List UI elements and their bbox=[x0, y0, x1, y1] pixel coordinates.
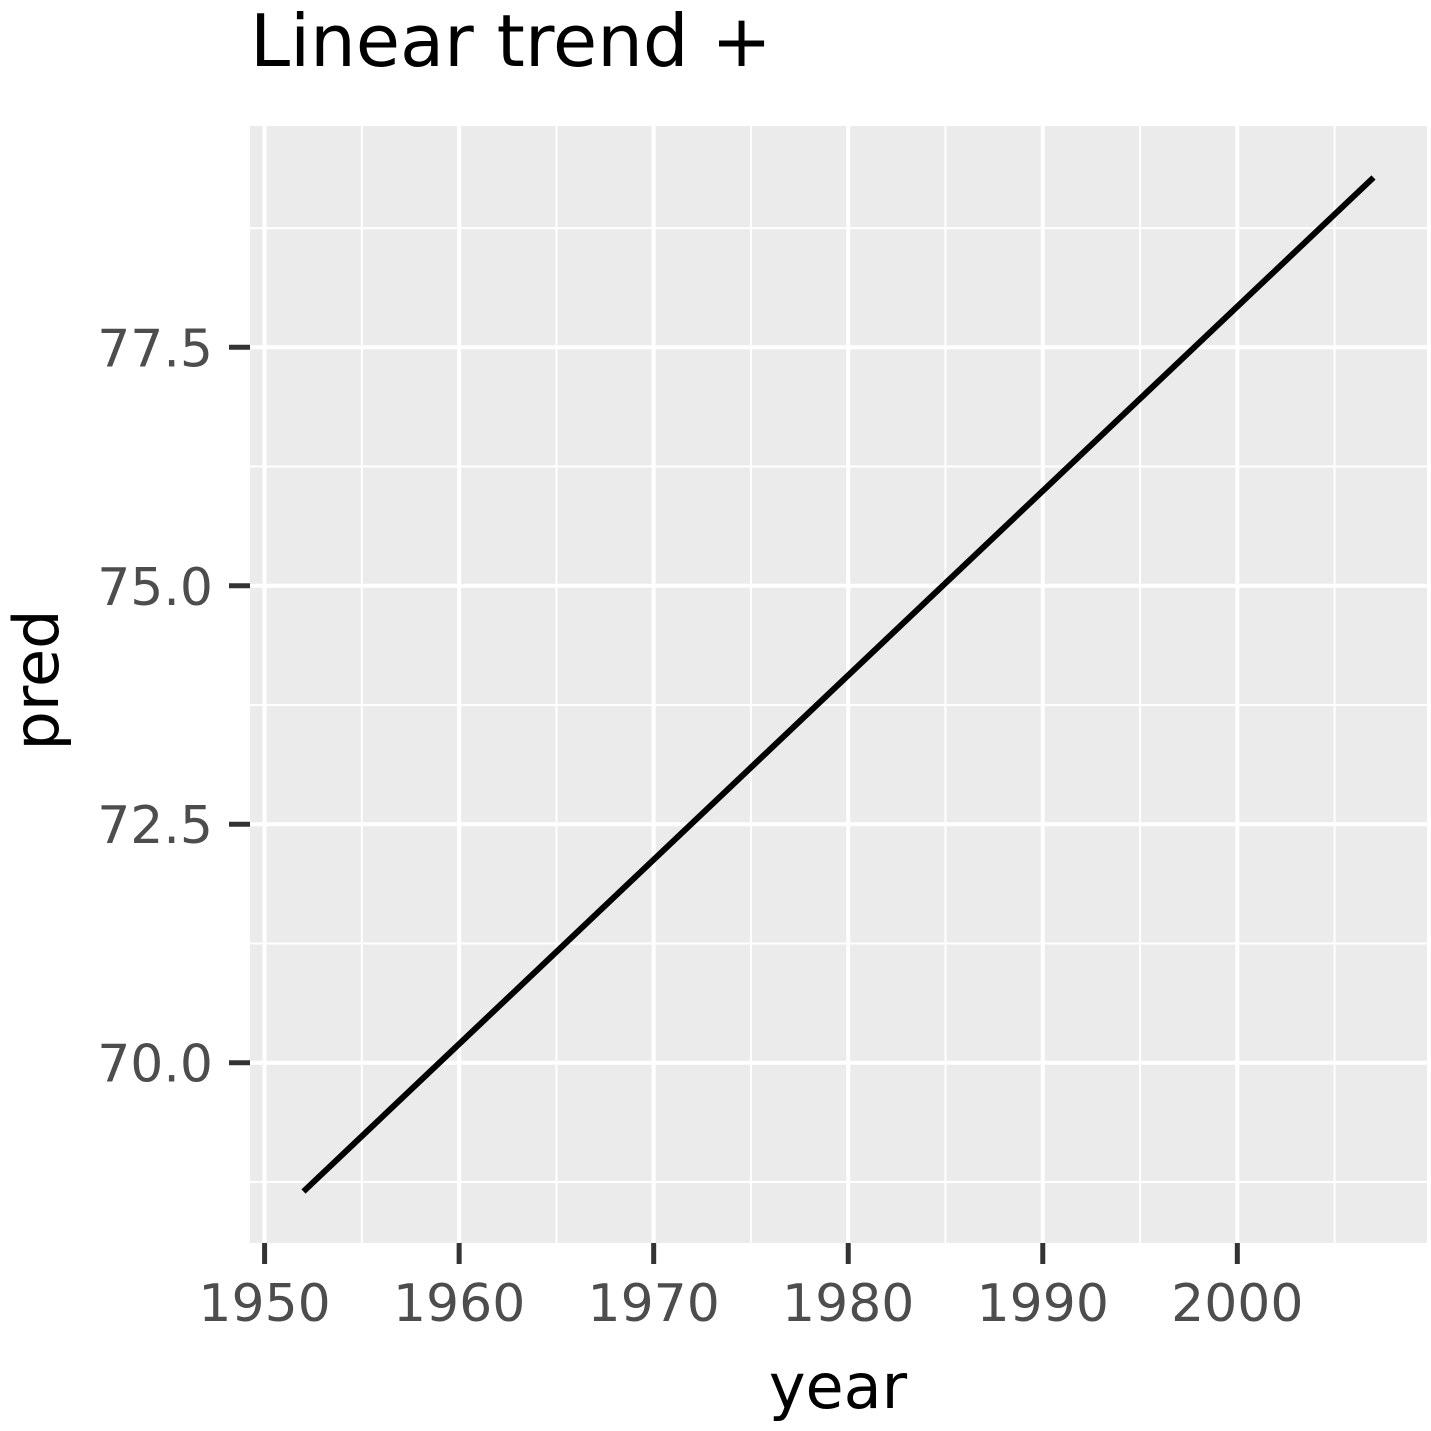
y-tick-label: 70.0 bbox=[97, 1035, 213, 1095]
y-tick-label: 75.0 bbox=[97, 558, 213, 618]
x-tick-label: 1970 bbox=[588, 1274, 720, 1334]
data-series bbox=[301, 175, 1376, 1194]
x-axis: 1950 1960 1970 1980 1990 2000 bbox=[198, 1243, 1303, 1334]
x-tick-label: 1980 bbox=[782, 1274, 914, 1334]
x-tick-label: 1960 bbox=[393, 1274, 525, 1334]
x-tick-label: 2000 bbox=[1171, 1274, 1303, 1334]
x-axis-title: year bbox=[769, 1350, 908, 1423]
y-tick-label: 72.5 bbox=[97, 796, 213, 856]
minor-gridlines bbox=[250, 126, 1427, 1243]
major-gridlines bbox=[250, 126, 1427, 1243]
x-tick-label: 1990 bbox=[977, 1274, 1109, 1334]
y-tick-label: 77.5 bbox=[97, 319, 213, 379]
trend-line bbox=[301, 175, 1376, 1194]
x-tick-label: 1950 bbox=[198, 1274, 330, 1334]
chart-title: Linear trend + bbox=[250, 0, 772, 83]
y-axis: 70.0 72.5 75.0 77.5 bbox=[97, 319, 250, 1095]
y-axis-title: pred bbox=[0, 610, 73, 751]
